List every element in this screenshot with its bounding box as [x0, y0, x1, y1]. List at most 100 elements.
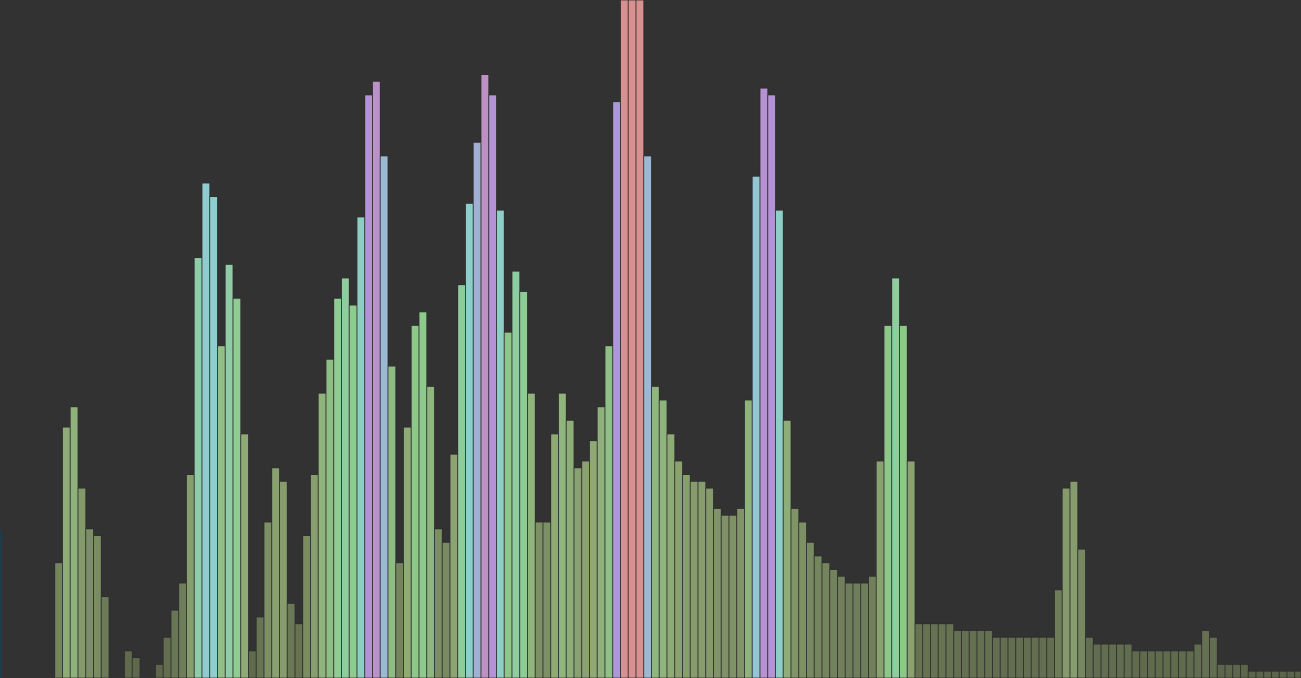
spectrum-bar [1185, 650, 1195, 678]
spectrum-bar [1061, 487, 1071, 678]
spectrum-bar [829, 569, 838, 678]
spectrum-bar [1201, 630, 1210, 678]
spectrum-bar [790, 508, 800, 678]
spectrum-bar [232, 297, 242, 678]
spectrum-bar [728, 514, 738, 678]
spectrum-bar [248, 650, 257, 678]
spectrum-bar [1247, 670, 1257, 678]
spectrum-bar [201, 182, 211, 678]
spectrum-bar [155, 664, 164, 678]
spectrum-bar [403, 426, 412, 678]
spectrum-bar [69, 406, 79, 678]
spectrum-bar [170, 609, 180, 678]
spectrum-bar [891, 277, 900, 678]
spectrum-bar [627, 0, 637, 678]
spectrum-bar [441, 542, 451, 678]
spectrum-bar [1271, 670, 1280, 678]
spectrum-bar [310, 474, 319, 678]
spectrum-bar [930, 623, 939, 678]
spectrum-bar [372, 80, 381, 678]
spectrum-bar [1193, 643, 1203, 678]
spectrum-bar [1216, 664, 1226, 678]
spectrum-bar [1178, 650, 1187, 678]
spectrum-bar [449, 453, 459, 678]
spectrum-bar [868, 575, 877, 678]
spectrum-bar [1030, 636, 1040, 678]
spectrum-bar [1278, 670, 1288, 678]
spectrum-bar [1162, 650, 1172, 678]
spectrum-bar [844, 582, 854, 678]
spectrum-bar [751, 175, 761, 678]
spectrum-bar [511, 270, 521, 678]
spectrum-bar [635, 0, 645, 678]
spectrum-bar [534, 521, 544, 678]
spectrum-bar [767, 94, 776, 678]
spectrum-bar [1092, 643, 1102, 678]
spectrum-bar [1015, 636, 1024, 678]
spectrum-bar [713, 508, 722, 678]
spectrum-bar [1007, 636, 1017, 678]
spectrum-bar [379, 155, 389, 678]
spectrum-bar [457, 284, 466, 678]
spectrum-bar [1116, 643, 1125, 678]
spectrum-bar [759, 87, 769, 678]
spectrum-bar [953, 630, 962, 678]
spectrum-bar [1154, 650, 1164, 678]
spectrum-bar [968, 630, 978, 678]
spectrum-bar [883, 325, 893, 678]
spectrum-bar [914, 623, 924, 678]
spectrum-bar [418, 311, 428, 678]
spectrum-bar [1038, 636, 1048, 678]
spectrum-bar [186, 474, 195, 678]
spectrum-bar [775, 209, 784, 678]
spectrum-bar [434, 528, 443, 678]
spectrum-bar [124, 650, 133, 678]
spectrum-bar [899, 325, 908, 678]
spectrum-bar [1170, 650, 1179, 678]
spectrum-bar [387, 365, 397, 678]
spectrum-bar [658, 399, 668, 678]
spectrum-bar [651, 386, 660, 678]
spectrum-bar [682, 474, 691, 678]
spectrum-bar [100, 596, 110, 678]
spectrum-bar [604, 345, 614, 678]
spectrum-bar [410, 325, 420, 678]
spectrum-bar [364, 94, 373, 678]
spectrum-bar [77, 487, 87, 678]
spectrum-bar [85, 528, 94, 678]
spectrum-bar [527, 392, 536, 678]
spectrum-bar [821, 562, 831, 678]
spectrum-bar [573, 467, 583, 678]
spectrum-bar [798, 521, 807, 678]
edge-accent [0, 530, 2, 678]
spectrum-bar [240, 433, 249, 678]
spectrum-bar [488, 94, 497, 678]
spectrum-bar [279, 480, 288, 678]
spectrum-bar [643, 155, 652, 678]
spectrum-bar [697, 480, 707, 678]
spectrum-bar [945, 623, 955, 678]
spectrum-bar [1209, 636, 1218, 678]
spectrum-bar [1069, 480, 1079, 678]
spectrum-bar [472, 141, 482, 678]
spectrum-bar [1139, 650, 1148, 678]
spectrum-bar [1224, 664, 1234, 678]
spectrum-bar [1054, 589, 1063, 678]
spectrum-bar [961, 630, 970, 678]
spectrum-bar [1046, 636, 1055, 678]
spectrum-bar [984, 630, 993, 678]
spectrum-bar [906, 460, 916, 678]
spectrum-bar [209, 196, 218, 678]
spectrum-bar [217, 345, 226, 678]
spectrum-bar [1147, 650, 1156, 678]
spectrum-bar [999, 636, 1009, 678]
spectrum-bar [224, 264, 234, 678]
spectrum-bar [263, 521, 273, 678]
spectrum-bar [1131, 650, 1141, 678]
spectrum-bar [465, 202, 474, 678]
spectrum-bar [992, 636, 1001, 678]
spectrum-bar [1023, 636, 1032, 678]
spectrum-bar [620, 0, 629, 678]
